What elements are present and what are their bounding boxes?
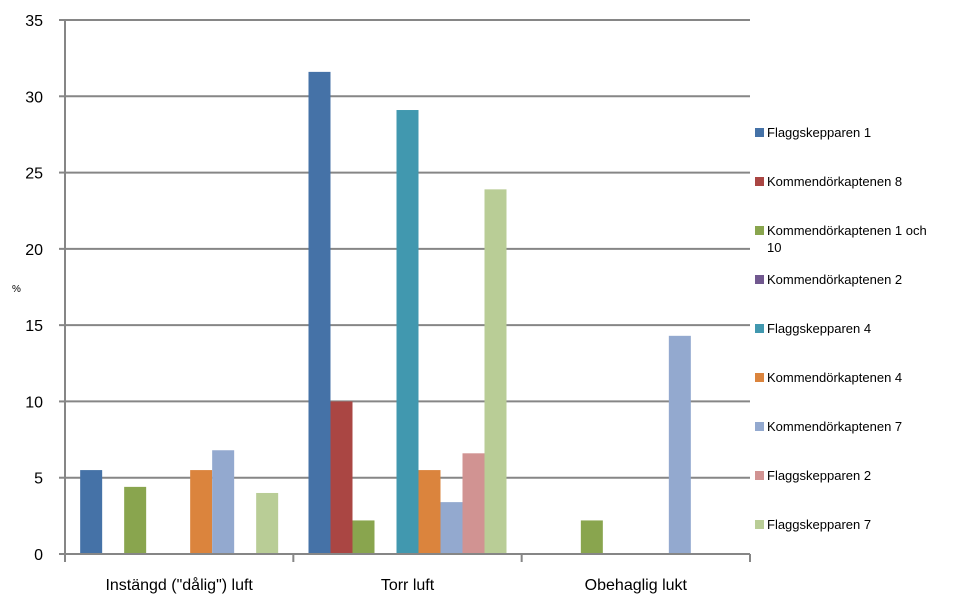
bars bbox=[80, 71, 691, 555]
bar bbox=[352, 520, 375, 554]
x-category-label: Torr luft bbox=[381, 577, 435, 594]
legend-label: Kommendörkaptenen 7 bbox=[767, 419, 902, 434]
y-tick-label: 35 bbox=[25, 13, 43, 30]
legend-label: Kommendörkaptenen 8 bbox=[767, 174, 902, 189]
legend-swatch bbox=[755, 520, 764, 529]
y-tick-label: 25 bbox=[25, 166, 43, 183]
legend-label: Kommendörkaptenen 1 och 10 bbox=[767, 223, 930, 255]
axes bbox=[64, 20, 751, 562]
legend-label: Flaggskepparen 2 bbox=[767, 468, 871, 483]
bar bbox=[396, 110, 419, 554]
legend-label: Kommendörkaptenen 4 bbox=[767, 370, 902, 385]
legend: Flaggskepparen 1 Kommendörkaptenen 8 Komme… bbox=[755, 125, 930, 532]
y-tick-label: 30 bbox=[25, 89, 43, 106]
bar bbox=[668, 335, 691, 554]
bar bbox=[256, 492, 279, 554]
legend-swatch bbox=[755, 128, 764, 137]
bar bbox=[124, 486, 147, 554]
legend-swatch bbox=[755, 275, 764, 284]
bar bbox=[418, 470, 441, 554]
x-category-label: Obehaglig lukt bbox=[585, 577, 688, 594]
y-tick-labels: 0 5 10 15 20 25 30 35 bbox=[25, 13, 43, 564]
legend-swatch bbox=[755, 422, 764, 431]
x-category-labels: Instängd ("dålig") luft Torr luft Obehagli… bbox=[105, 576, 687, 594]
legend-label: Flaggskepparen 4 bbox=[767, 321, 871, 336]
bar bbox=[330, 401, 353, 554]
legend-swatch bbox=[755, 324, 764, 333]
y-tick-label: 10 bbox=[25, 394, 43, 411]
y-axis-label: % bbox=[12, 284, 21, 295]
bar bbox=[484, 189, 507, 554]
legend-swatch bbox=[755, 177, 764, 186]
legend-label: Flaggskepparen 7 bbox=[767, 517, 871, 532]
legend-swatch bbox=[755, 226, 764, 235]
bar bbox=[462, 453, 485, 554]
bar bbox=[212, 450, 235, 554]
bar bbox=[580, 520, 603, 554]
bar bbox=[190, 470, 213, 554]
bar bbox=[80, 470, 103, 554]
y-tick-label: 0 bbox=[34, 547, 43, 564]
legend-swatch bbox=[755, 471, 764, 480]
legend-swatch bbox=[755, 373, 764, 382]
y-tick-label: 15 bbox=[25, 318, 43, 335]
y-tick-label: 5 bbox=[34, 471, 43, 488]
bar bbox=[308, 71, 331, 555]
legend-label: Kommendörkaptenen 2 bbox=[767, 272, 902, 287]
legend-label: Flaggskepparen 1 bbox=[767, 125, 871, 140]
bar bbox=[440, 502, 463, 554]
y-tick-label: 20 bbox=[25, 242, 43, 259]
x-category-label: Instängd ("dålig") luft bbox=[105, 576, 253, 594]
